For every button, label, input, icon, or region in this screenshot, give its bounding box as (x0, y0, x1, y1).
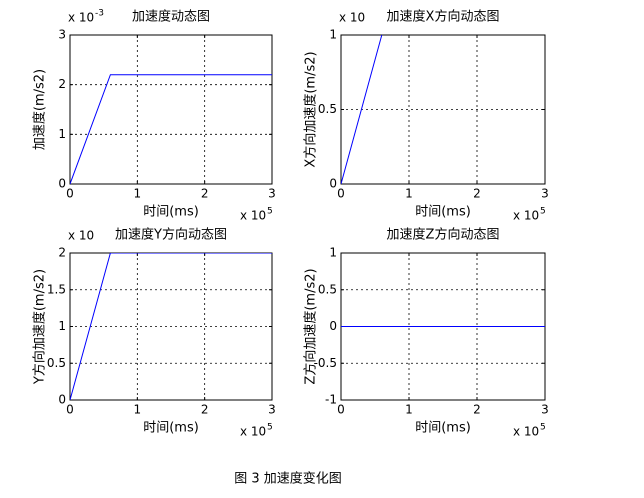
x-multiplier-exponent: 5 (267, 423, 273, 433)
chart-title: 加速度动态图 (132, 9, 210, 25)
data-line (70, 74, 272, 184)
y-axis-label: Z方向加速度(m/s2) (303, 268, 319, 384)
title-bg (405, 226, 481, 242)
x-multiplier-exponent: 5 (267, 207, 273, 217)
x-tick-label: 1 (134, 403, 142, 417)
x-tick-label: 3 (541, 403, 549, 417)
data-line (341, 35, 383, 184)
y-tick-label: -1 (325, 393, 337, 407)
axes-box (340, 34, 546, 185)
data-line (70, 253, 272, 400)
x-multiplier: x 10 (513, 209, 539, 223)
y-multiplier: x 10 (68, 11, 94, 25)
y-multiplier-exponent: -3 (95, 9, 104, 19)
x-multiplier: x 10 (240, 425, 266, 439)
x-axis-label: 时间(ms) (143, 421, 199, 436)
chart-title: 加速度Z方向动态图 (387, 227, 500, 243)
y-tick-label: 0 (58, 177, 66, 191)
x-tick-label: 0 (337, 403, 345, 417)
x-tick-label: 3 (268, 403, 276, 417)
y-tick-label: 2 (58, 77, 66, 91)
chart-title: 加速度X方向动态图 (387, 9, 500, 25)
x-tick-label: 2 (201, 403, 209, 417)
y-tick-label: 1 (58, 319, 66, 333)
axes-box (69, 34, 273, 185)
y-tick-label: 0 (58, 393, 66, 407)
y-tick-label: 1 (329, 246, 337, 260)
x-tick-label: 0 (337, 187, 345, 201)
y-multiplier: x 10 (339, 11, 365, 25)
x-axis-label: 时间(ms) (143, 205, 199, 220)
x-tick-label: 2 (473, 403, 481, 417)
y-tick-label: 0.5 (47, 356, 66, 370)
x-multiplier-exponent: 5 (540, 423, 546, 433)
y-axis-label: Y方向加速度(m/s2) (32, 269, 48, 385)
x-tick-label: 0 (66, 187, 74, 201)
y-multiplier: x 10 (68, 229, 94, 243)
y-tick-label: 1 (329, 28, 337, 42)
chart-title: 加速度Y方向动态图 (115, 227, 227, 243)
x-axis-label: 时间(ms) (415, 421, 471, 436)
y-tick-label: 0.5 (318, 102, 337, 116)
y-axis-label: 加速度(m/s2) (32, 69, 48, 150)
x-tick-label: 2 (201, 187, 209, 201)
x-tick-label: 1 (405, 403, 413, 417)
x-tick-label: 2 (473, 187, 481, 201)
y-tick-label: 0.5 (318, 282, 337, 296)
y-tick-label: 1.5 (47, 282, 66, 296)
y-tick-label: 3 (58, 28, 66, 42)
y-axis-label: X方向加速度(m/s2) (303, 51, 319, 167)
title-bg (385, 8, 501, 24)
x-tick-label: 3 (268, 187, 276, 201)
x-tick-label: 1 (405, 187, 413, 201)
x-multiplier-exponent: 5 (540, 207, 546, 217)
plot-area (70, 35, 272, 184)
y-tick-label: 0 (329, 319, 337, 333)
y-tick-label: 1 (58, 127, 66, 141)
y-tick-label: 0 (329, 177, 337, 191)
figure-caption: 图 3 加速度变化图 (234, 471, 342, 487)
x-multiplier: x 10 (240, 209, 266, 223)
x-tick-label: 0 (66, 403, 74, 417)
x-axis-label: 时间(ms) (415, 205, 471, 220)
x-multiplier: x 10 (513, 425, 539, 439)
y-tick-label: 2 (58, 246, 66, 260)
title-bg (133, 8, 209, 24)
title-bg (113, 226, 229, 242)
x-tick-label: 1 (134, 187, 142, 201)
x-tick-label: 3 (541, 187, 549, 201)
y-tick-label: -0.5 (314, 356, 337, 370)
